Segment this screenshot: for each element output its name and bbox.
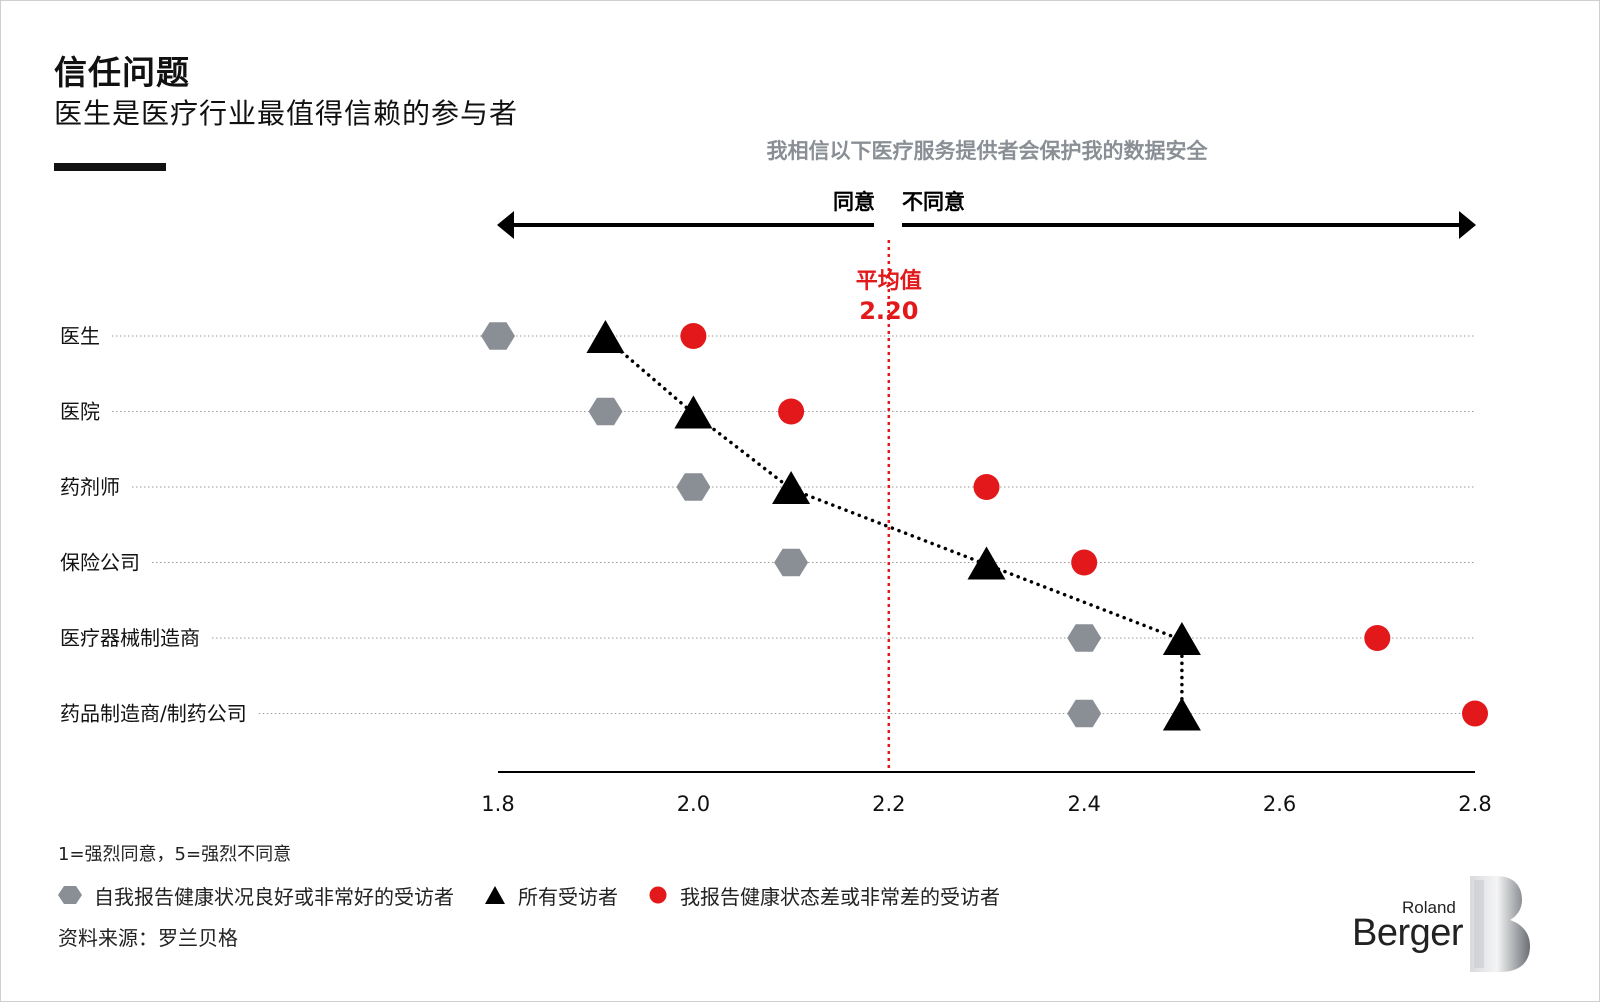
legend-label-all: 所有受访者	[518, 884, 618, 909]
good-health-point	[588, 397, 623, 426]
good-health-point	[481, 322, 515, 350]
x-tick-label: 2.0	[677, 792, 710, 816]
all-respondents-point	[586, 320, 625, 353]
poor-health-point	[973, 474, 1000, 500]
agree-arrowhead	[497, 211, 514, 239]
poor-health-point	[1071, 549, 1098, 576]
scale-note: 1=强烈同意，5=强烈不同意	[58, 844, 292, 865]
all-respondents-point	[1162, 622, 1201, 655]
x-tick-label: 2.4	[1067, 792, 1100, 816]
category-label: 保险公司	[60, 551, 140, 575]
title-accent-bar	[54, 163, 166, 171]
legend-item-good-health: 自我报告健康状况良好或非常好的受访者	[58, 881, 454, 910]
source-note: 资料来源：罗兰贝格	[58, 926, 238, 950]
good-health-point	[1067, 699, 1102, 728]
page-title: 信任问题	[54, 53, 190, 92]
category-label: 医疗器械制造商	[60, 626, 200, 650]
circle-icon	[649, 886, 667, 904]
disagree-label: 不同意	[902, 190, 965, 214]
page-subtitle: 医生是医疗行业最值得信赖的参与者	[54, 97, 519, 130]
logo-word-roland: Roland	[1402, 898, 1456, 917]
category-label: 药剂师	[60, 475, 120, 499]
all-respondents-point	[967, 546, 1006, 580]
all-respondents-point	[674, 395, 713, 429]
category-label: 医院	[60, 400, 100, 424]
legend-item-all: 所有受访者	[484, 881, 618, 910]
legend-label-good-health: 自我报告健康状况良好或非常好的受访者	[94, 884, 454, 909]
legend: 自我报告健康状况良好或非常好的受访者 所有受访者 我报告健康状态差或非常差的受访…	[58, 880, 1030, 910]
poor-health-point	[680, 323, 707, 349]
poor-health-point	[1364, 625, 1391, 651]
logo-b-icon	[1470, 876, 1530, 972]
disagree-arrowhead	[1459, 211, 1476, 239]
all-respondents-point	[772, 471, 811, 504]
poor-health-point	[778, 398, 805, 425]
triangle-icon	[485, 886, 505, 904]
roland-berger-logo: Roland Berger	[1348, 876, 1538, 976]
hexagon-icon	[58, 886, 82, 904]
x-tick-label: 1.8	[481, 792, 514, 816]
x-tick-label: 2.8	[1458, 792, 1491, 816]
x-tick-label: 2.2	[872, 792, 905, 816]
good-health-point	[774, 548, 809, 577]
average-label: 平均值	[856, 268, 922, 294]
x-tick-label: 2.6	[1263, 792, 1296, 816]
legend-item-poor-health: 我报告健康状态差或非常差的受访者	[648, 881, 1000, 910]
good-health-point	[676, 473, 711, 501]
chart-heading: 我相信以下医疗服务提供者会保护我的数据安全	[767, 139, 1209, 163]
average-value: 2.20	[859, 297, 918, 325]
good-health-point	[1067, 624, 1102, 652]
all-respondents-trend-line	[603, 336, 1184, 718]
category-label: 药品制造商/制药公司	[60, 702, 247, 726]
all-respondents-point	[1162, 697, 1201, 731]
agree-label: 同意	[833, 190, 875, 214]
legend-label-poor-health: 我报告健康状态差或非常差的受访者	[680, 884, 1000, 909]
logo-word-berger: Berger	[1352, 912, 1464, 954]
poor-health-point	[1462, 700, 1488, 727]
category-label: 医生	[60, 324, 100, 348]
